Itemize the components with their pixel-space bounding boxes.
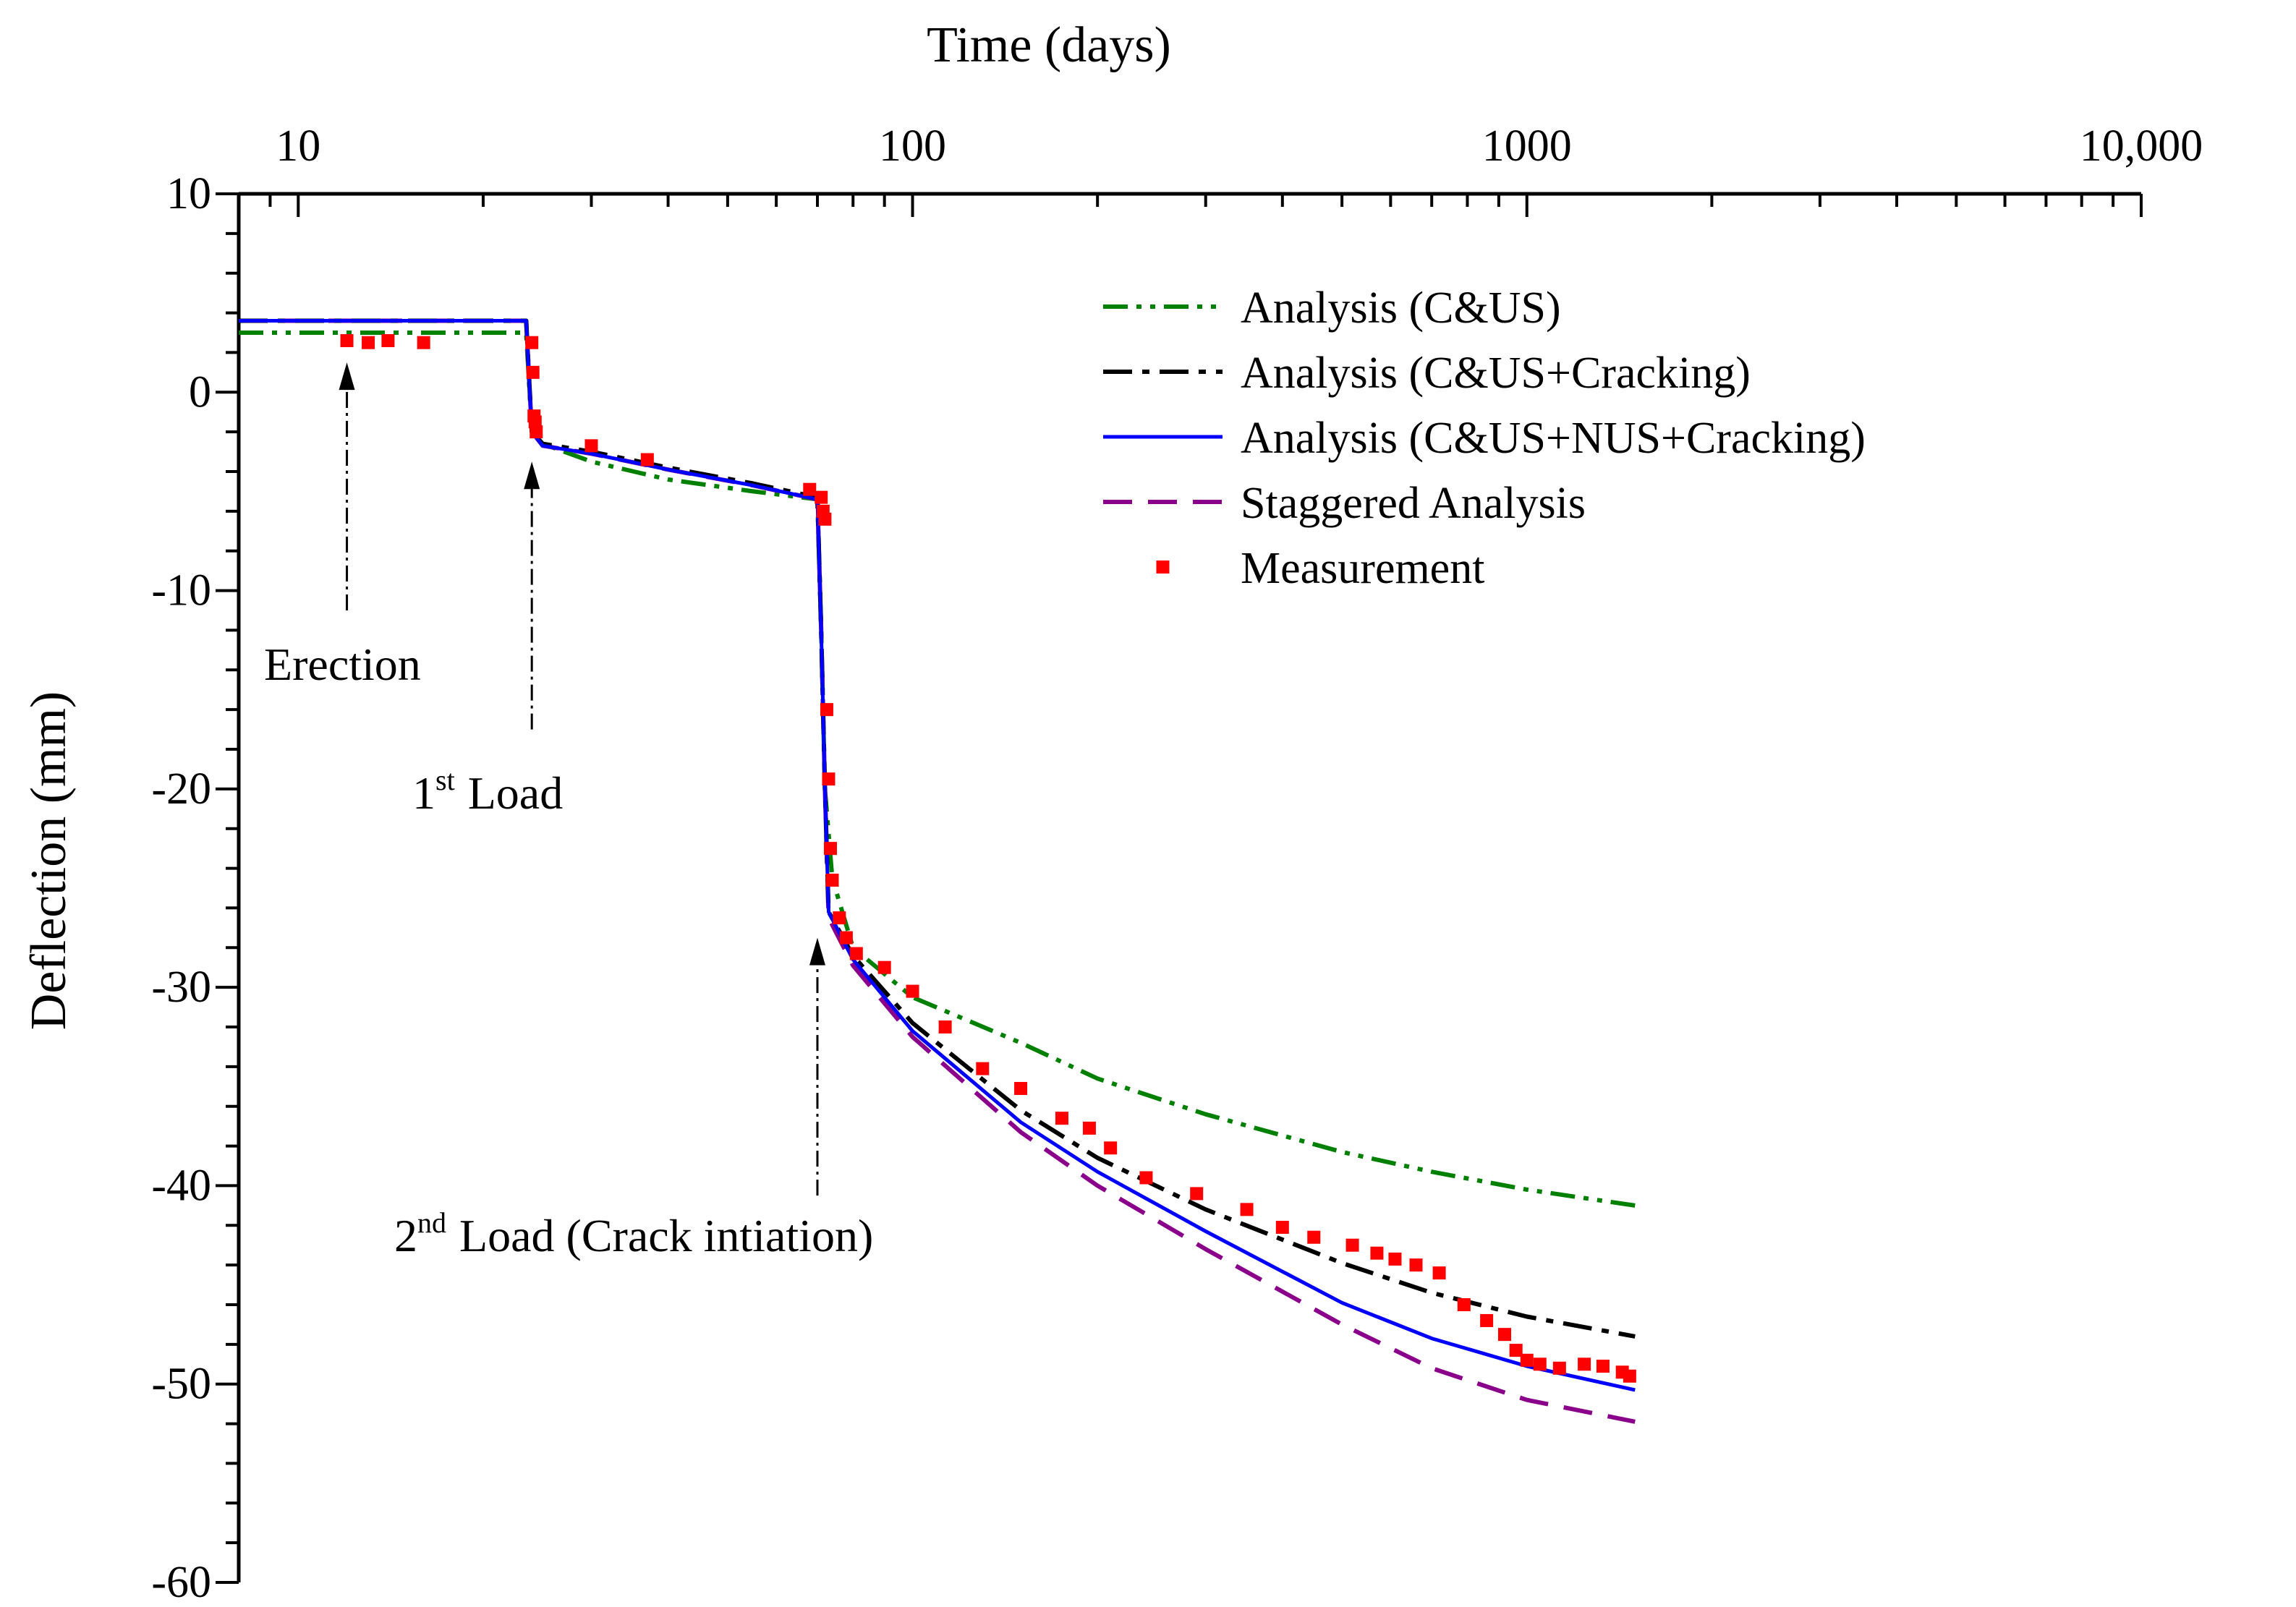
series-measurement — [340, 333, 1636, 1383]
measurement-point — [820, 703, 833, 717]
series-line-analysis-c-us-cracking — [239, 318, 1636, 1339]
annotation-label-erection: Erection — [264, 639, 421, 690]
measurement-point — [1190, 1187, 1204, 1201]
measurement-point — [1055, 1112, 1068, 1125]
measurement-point — [1139, 1171, 1153, 1185]
measurement-point — [976, 1062, 990, 1075]
measurement-point — [906, 984, 919, 998]
measurement-point — [1596, 1360, 1610, 1373]
legend-label: Staggered Analysis — [1241, 479, 1586, 528]
series-line-analysis-c-us — [239, 331, 1636, 1208]
x-axis-title: Time (days) — [927, 17, 1171, 73]
legend-label: Analysis (C&US+NUS+Cracking) — [1241, 414, 1866, 463]
measurement-point — [1014, 1082, 1028, 1096]
measurement-point — [1457, 1298, 1471, 1311]
annotation-arrowhead — [809, 937, 825, 966]
measurement-point — [640, 453, 654, 466]
measurement-point — [526, 365, 540, 379]
measurement-point — [1623, 1369, 1636, 1383]
measurement-point — [1480, 1313, 1494, 1327]
measurement-point — [1307, 1230, 1321, 1244]
x-tick-label: 100 — [879, 122, 946, 171]
x-tick-label: 1000 — [1482, 122, 1572, 171]
measurement-point — [818, 512, 832, 526]
legend-swatch — [1156, 560, 1170, 574]
measurement-point — [1552, 1361, 1566, 1375]
measurement-point — [1432, 1266, 1446, 1280]
series-layer — [239, 318, 1636, 1424]
measurement-point — [1345, 1238, 1359, 1252]
measurement-point — [530, 425, 543, 439]
measurement-point — [525, 336, 539, 349]
x-tick-label: 10,000 — [2080, 122, 2203, 171]
measurement-point — [877, 960, 891, 974]
measurement-point — [1578, 1357, 1591, 1371]
measurement-point — [1533, 1357, 1547, 1371]
annotation-label-load2: 2nd Load (Crack intiation) — [394, 1206, 873, 1261]
y-tick-label: -50 — [151, 1360, 211, 1409]
measurement-point — [381, 333, 395, 347]
measurement-point — [839, 931, 853, 945]
measurement-point — [584, 439, 598, 453]
measurement-point — [849, 947, 863, 960]
measurement-point — [1240, 1203, 1254, 1216]
y-tick-label: 0 — [189, 367, 211, 417]
measurement-point — [1520, 1353, 1534, 1367]
y-tick-label: -40 — [151, 1161, 211, 1210]
measurement-point — [1409, 1258, 1423, 1272]
annotations: Erection 1st Load 2nd Load (Crack intiation) — [264, 362, 873, 1261]
measurement-point — [362, 336, 375, 349]
measurement-point — [417, 336, 430, 349]
measurement-point — [822, 772, 836, 786]
measurement-point — [833, 911, 846, 925]
measurement-point — [1275, 1221, 1289, 1235]
x-tick-label: 10 — [276, 122, 320, 171]
legend-label: Analysis (C&US+Cracking) — [1241, 349, 1751, 398]
y-tick-label: -20 — [151, 764, 211, 814]
measurement-point — [815, 490, 828, 504]
measurement-point — [938, 1020, 952, 1033]
measurement-point — [1509, 1344, 1523, 1357]
y-tick-label: -30 — [151, 963, 211, 1012]
y-tick-label: -10 — [151, 566, 211, 615]
y-tick-label: 10 — [166, 169, 211, 218]
measurement-point — [1104, 1141, 1118, 1155]
annotation-arrowhead — [339, 362, 355, 391]
annotation-arrowhead — [524, 461, 540, 490]
measurement-point — [1388, 1252, 1402, 1266]
measurement-point — [1370, 1246, 1384, 1260]
annotation-label-load1: 1st Load — [412, 764, 563, 819]
measurement-point — [1082, 1121, 1096, 1135]
measurement-point — [825, 874, 839, 887]
legend-label: Measurement — [1241, 544, 1484, 593]
measurement-point — [1498, 1328, 1512, 1342]
measurement-point — [340, 333, 354, 347]
measurement-point — [823, 842, 837, 856]
measurement-point — [803, 482, 817, 496]
y-tick-label: -60 — [151, 1558, 211, 1607]
measurement-point — [528, 415, 542, 429]
legend-label: Analysis (C&US) — [1241, 284, 1561, 333]
y-axis-title: Deflection (mm) — [21, 691, 77, 1030]
legend: Analysis (C&US) Analysis (C&US+Cracking) A… — [1103, 284, 1866, 593]
